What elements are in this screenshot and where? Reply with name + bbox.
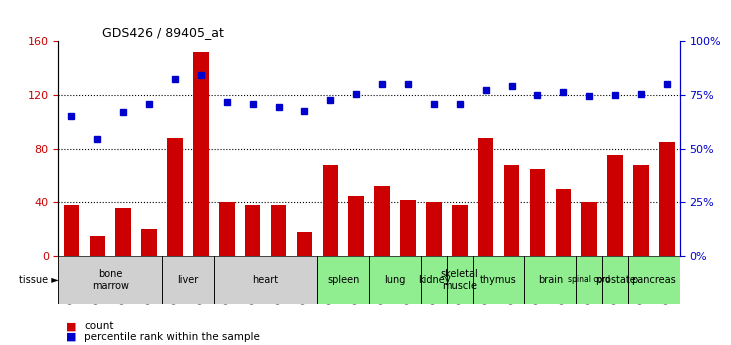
Bar [193,52,208,256]
Text: prostate: prostate [595,275,635,285]
Bar [270,205,287,256]
Text: bone
marrow: bone marrow [92,269,129,290]
Text: thymus: thymus [480,275,517,285]
Text: spinal cord: spinal cord [568,275,610,284]
Bar [504,165,519,256]
Bar [64,205,79,256]
Bar [245,205,260,256]
Bar [452,205,468,256]
Bar [426,202,442,256]
Text: liver: liver [178,275,199,285]
FancyBboxPatch shape [525,256,576,304]
Text: ■: ■ [66,321,76,331]
FancyBboxPatch shape [317,256,369,304]
Bar [556,189,571,256]
Text: lung: lung [385,275,406,285]
Text: kidney: kidney [417,275,450,285]
Bar [297,232,312,256]
Text: heart: heart [252,275,279,285]
Text: percentile rank within the sample: percentile rank within the sample [84,332,260,342]
Bar [530,169,545,256]
Bar [659,142,675,256]
FancyBboxPatch shape [602,256,628,304]
FancyBboxPatch shape [369,256,421,304]
Text: pancreas: pancreas [632,275,676,285]
FancyBboxPatch shape [58,256,162,304]
Bar [322,165,338,256]
Bar [633,165,649,256]
Bar [374,186,390,256]
FancyBboxPatch shape [628,256,680,304]
Bar [607,155,623,256]
FancyBboxPatch shape [213,256,317,304]
Bar [478,138,493,256]
Bar [89,236,105,256]
Text: tissue ►: tissue ► [19,275,58,285]
Bar [167,138,183,256]
Bar [349,196,364,256]
Text: brain: brain [538,275,563,285]
FancyBboxPatch shape [162,256,213,304]
FancyBboxPatch shape [447,256,473,304]
FancyBboxPatch shape [421,256,447,304]
Bar [401,200,416,256]
Text: spleen: spleen [327,275,360,285]
FancyBboxPatch shape [576,256,602,304]
FancyBboxPatch shape [473,256,525,304]
Text: count: count [84,321,113,331]
Text: ■: ■ [66,332,76,342]
Bar [141,229,157,256]
Bar [115,208,131,256]
Bar [581,202,597,256]
Text: GDS426 / 89405_at: GDS426 / 89405_at [102,26,224,39]
Text: skeletal
muscle: skeletal muscle [441,269,479,290]
Bar [219,202,235,256]
